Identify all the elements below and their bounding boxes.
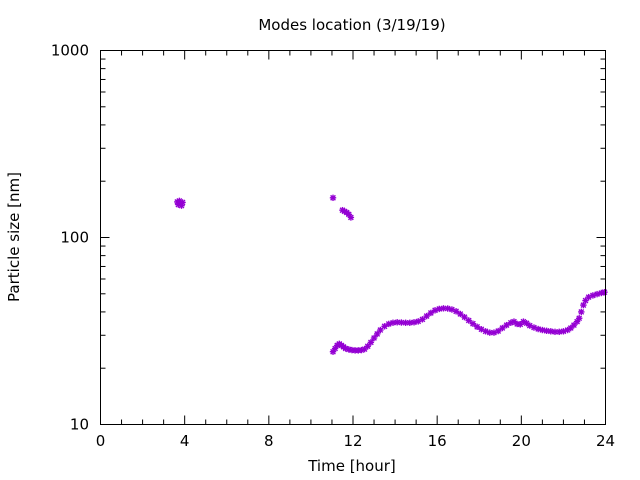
data-point [469,320,477,327]
data-point [534,325,542,333]
data-point [423,312,430,320]
x-tick-label: 8 [264,432,274,450]
data-point [347,214,355,221]
data-point [179,199,186,206]
chart-title: Modes location (3/19/19) [258,16,445,34]
data-point [370,334,378,342]
y-tick-label: 100 [60,229,89,247]
y-tick-label: 10 [70,416,89,434]
data-point [539,326,546,334]
x-tick-label: 12 [343,432,362,450]
x-tick-label: 24 [596,432,615,450]
y-tick-labels: 10 100 1000 [51,42,89,434]
data-point [402,319,409,326]
data-point [601,288,608,296]
data-point [575,315,583,322]
x-tick-label: 4 [180,432,190,450]
data-point [494,327,502,335]
x-tick-labels: 0 4 8 12 16 20 24 [96,432,615,450]
x-axis-label: Time [hour] [307,457,396,475]
data-point [329,194,337,202]
data-point [457,310,464,318]
y-tick-label: 1000 [51,42,89,60]
x-tick-label: 20 [512,432,531,450]
y-axis-label: Particle size [nm] [5,172,23,302]
plot-frame [100,50,606,425]
x-tick-label: 16 [428,432,447,450]
data-point [499,324,506,332]
data-point [578,308,585,316]
data-points [174,194,608,355]
data-point [444,305,451,312]
data-point [547,328,554,335]
data-point [367,339,375,346]
x-tick-label: 0 [96,432,106,450]
axis-ticks [100,50,606,425]
